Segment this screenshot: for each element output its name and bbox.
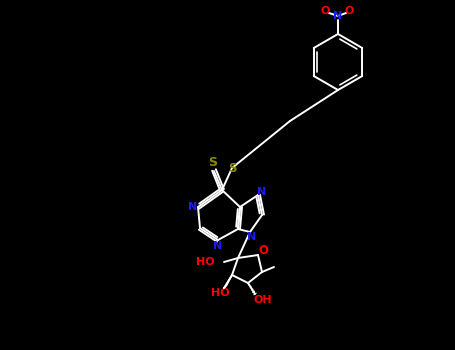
Text: S: S (228, 161, 236, 175)
Text: N: N (213, 241, 222, 251)
Text: S: S (208, 156, 217, 169)
Text: N: N (334, 11, 343, 21)
Text: HO: HO (211, 288, 229, 298)
Text: O: O (320, 6, 330, 16)
Polygon shape (223, 275, 232, 288)
Text: N: N (258, 187, 267, 197)
Text: O: O (344, 6, 354, 16)
Text: N: N (188, 202, 197, 212)
Text: O: O (258, 244, 268, 257)
Text: HO: HO (197, 257, 215, 267)
Text: N: N (248, 232, 257, 242)
Text: OH: OH (254, 295, 272, 305)
